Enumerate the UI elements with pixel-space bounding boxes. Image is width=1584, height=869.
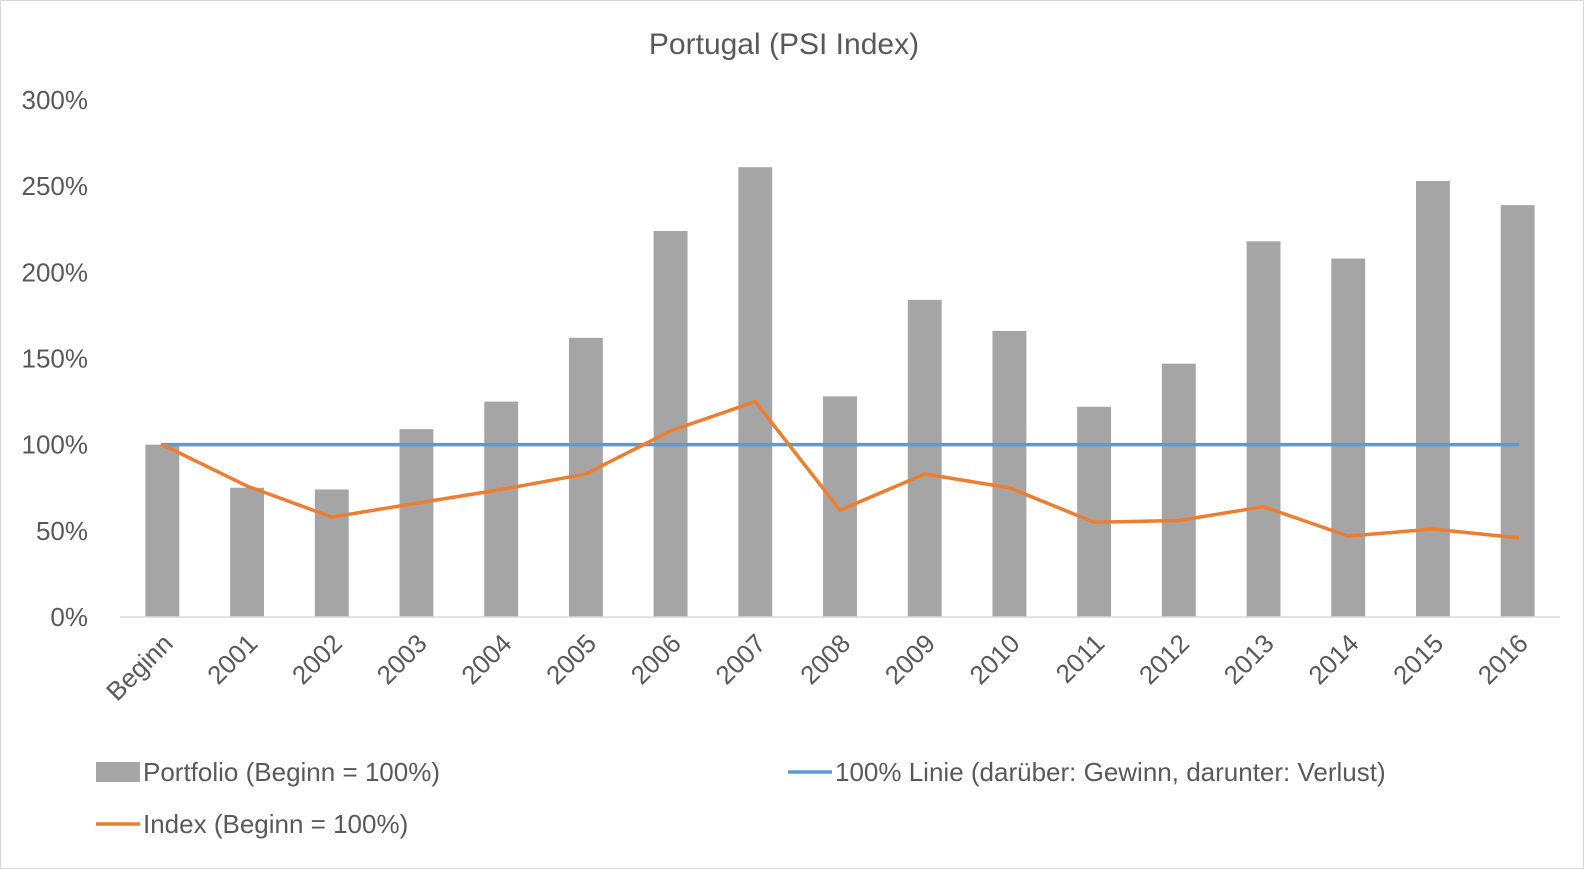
portfolio-bar bbox=[1077, 406, 1112, 617]
portfolio-bar bbox=[230, 487, 264, 617]
portfolio-bar bbox=[484, 401, 519, 617]
y-tick-label: 300% bbox=[22, 85, 89, 115]
portfolio-bar bbox=[1500, 205, 1535, 617]
portfolio-bar bbox=[992, 330, 1027, 617]
y-tick-label: 250% bbox=[22, 171, 89, 201]
portfolio-bar bbox=[653, 230, 688, 617]
x-tick-label: 2005 bbox=[540, 628, 602, 690]
legend-label: Index (Beginn = 100%) bbox=[143, 809, 408, 839]
x-tick-label: 2016 bbox=[1472, 628, 1534, 690]
x-tick-label: 2007 bbox=[709, 628, 771, 690]
x-tick-label: 2014 bbox=[1302, 628, 1364, 690]
legend-label: 100% Linie (darüber: Gewinn, darunter: V… bbox=[835, 757, 1386, 787]
chart-title: Portugal (PSI Index) bbox=[649, 28, 919, 61]
x-tick-label: 2004 bbox=[455, 628, 517, 690]
x-tick-label: 2011 bbox=[1050, 628, 1111, 689]
x-tick-label: 2003 bbox=[371, 628, 433, 690]
legend-label: Portfolio (Beginn = 100%) bbox=[143, 757, 440, 787]
portfolio-bar bbox=[907, 299, 942, 617]
x-tick-label: 2002 bbox=[286, 628, 348, 690]
x-tick-label: 2006 bbox=[625, 628, 687, 690]
x-tick-label: 2001 bbox=[201, 628, 263, 690]
legend-swatch-portfolio bbox=[96, 762, 140, 782]
y-tick-label: 50% bbox=[36, 516, 88, 546]
line-series bbox=[160, 399, 1520, 540]
x-axis-ticks: Beginn 2001 2002 2003 2004 2005 2006 2007 2008 20… bbox=[100, 628, 1534, 706]
x-tick-label: 2009 bbox=[879, 628, 941, 690]
portfolio-bar bbox=[314, 489, 349, 617]
portfolio-bar bbox=[145, 444, 180, 617]
y-tick-label: 200% bbox=[22, 257, 89, 287]
portfolio-bars bbox=[145, 167, 1535, 617]
x-tick-label: 2015 bbox=[1387, 628, 1449, 690]
x-tick-label: Beginn bbox=[100, 628, 178, 706]
y-tick-label: 0% bbox=[50, 602, 88, 632]
portfolio-bar bbox=[399, 429, 434, 617]
x-tick-label: 2010 bbox=[964, 628, 1026, 690]
portfolio-bar bbox=[1161, 363, 1196, 617]
x-tick-label: 2012 bbox=[1133, 628, 1195, 690]
x-tick-label: 2013 bbox=[1218, 628, 1280, 690]
portfolio-bar bbox=[738, 167, 773, 617]
portfolio-bar bbox=[1246, 241, 1281, 617]
y-axis-ticks: 0% 50% 100% 150% 200% 250% 300% bbox=[22, 85, 89, 632]
portfolio-bar bbox=[1331, 258, 1366, 617]
portfolio-bar bbox=[1416, 180, 1450, 617]
index-line bbox=[160, 399, 1520, 540]
y-tick-label: 100% bbox=[22, 430, 89, 460]
y-tick-label: 150% bbox=[22, 344, 89, 374]
x-tick-label: 2008 bbox=[794, 628, 856, 690]
legend: Portfolio (Beginn = 100%) 100% Linie (dar… bbox=[96, 757, 1386, 839]
